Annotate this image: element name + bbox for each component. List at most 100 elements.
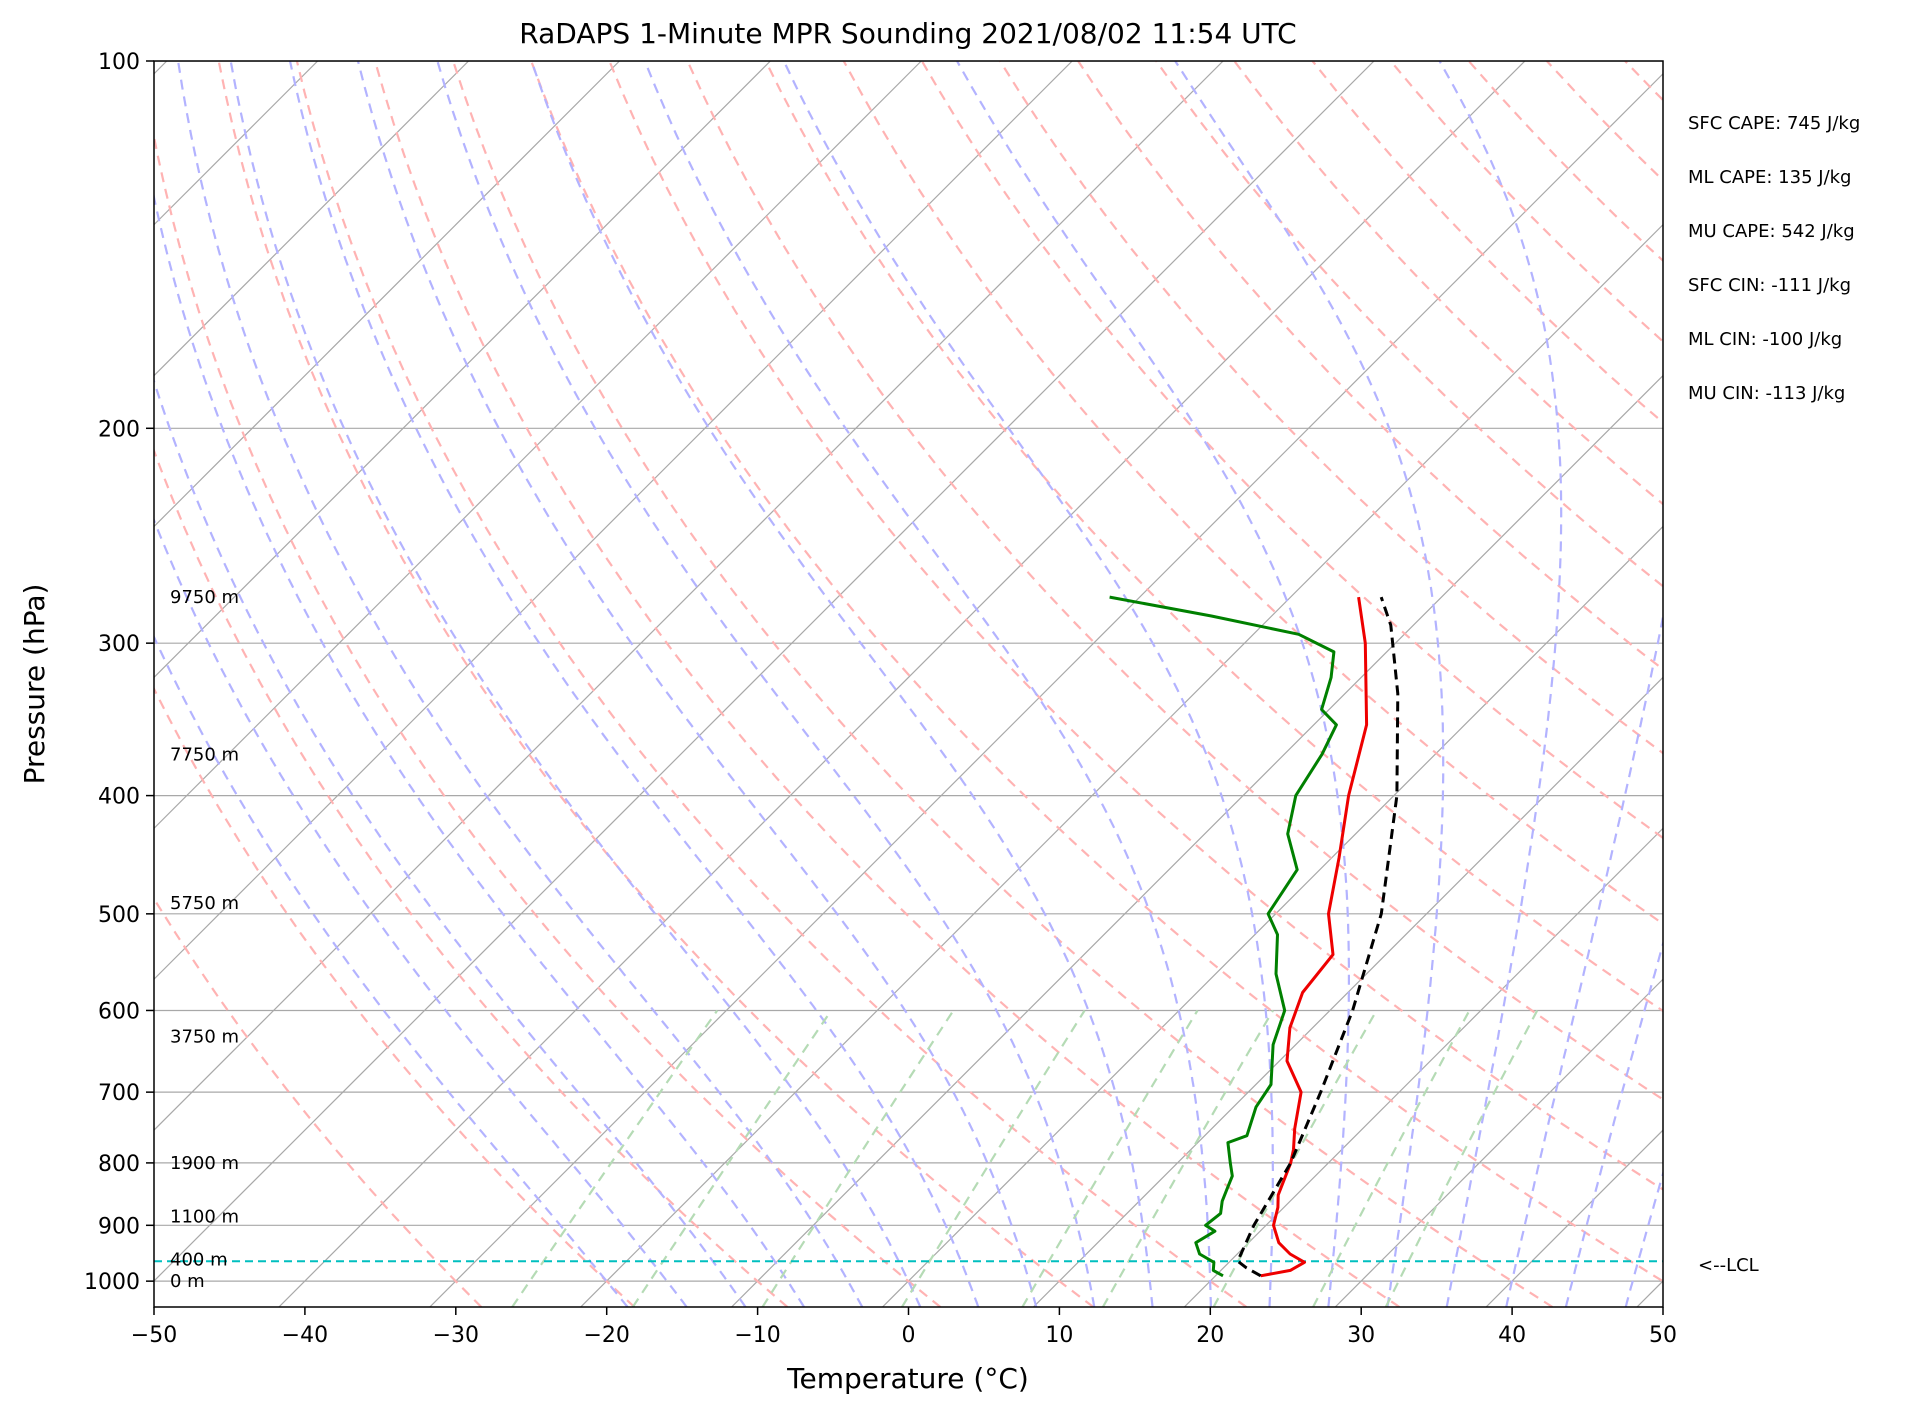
x-tick-label: 50 [1649, 1323, 1677, 1348]
chart-title: RaDAPS 1-Minute MPR Sounding 2021/08/02 … [519, 17, 1296, 50]
isotherm-line [154, 61, 1375, 1282]
isotherm-line [154, 61, 620, 528]
isotherm-line [278, 61, 1526, 1307]
height-label: 400 m [170, 1250, 228, 1271]
x-tick-label: −10 [734, 1323, 780, 1348]
moist-adiabat-line [782, 61, 1274, 1307]
y-axis-label: Pressure (hPa) [18, 584, 51, 785]
stat-text: SFC CAPE: 745 J/kg [1688, 113, 1860, 134]
moist-adiabat-line [154, 517, 688, 1307]
isotherm-line [154, 61, 1073, 981]
dry-adiabat-line [1311, 61, 1663, 424]
mixing-ratio-line [1312, 1009, 1471, 1307]
dry-adiabat-line [295, 61, 1248, 1307]
moist-adiabat-line [288, 61, 980, 1307]
moist-adiabat-line [229, 61, 922, 1307]
stat-text: MU CAPE: 542 J/kg [1688, 221, 1855, 242]
dry-adiabat-line [154, 447, 789, 1307]
dry-adiabat-line [1703, 61, 1911, 1307]
height-label: 1900 m [170, 1153, 239, 1174]
moist-adiabat-line [1564, 939, 1663, 1307]
y-tick-label: 300 [98, 632, 140, 657]
dry-adiabat-line [154, 686, 636, 1307]
moist-adiabat-line [356, 61, 1038, 1307]
y-tick-label: 500 [98, 903, 140, 928]
isotherm-line [154, 61, 1224, 1131]
dry-adiabat-line [764, 61, 1663, 1013]
stat-text: SFC CIN: -111 J/kg [1688, 275, 1851, 296]
moist-adiabat-line [1438, 61, 1563, 1307]
dry-adiabat-line [1781, 61, 1911, 1307]
stat-text: ML CAPE: 135 J/kg [1688, 167, 1851, 188]
mixing-ratio-line [511, 1009, 719, 1307]
dry-adiabat-line [154, 131, 942, 1307]
dewpoint-profile-line [1109, 595, 1338, 1278]
isotherm-line [429, 72, 1663, 1307]
x-tick-label: 0 [902, 1323, 916, 1348]
mixing-ratio-line [1212, 1009, 1378, 1307]
dry-adiabat-line [1545, 61, 1663, 182]
dry-adiabat-line [608, 61, 1663, 1191]
x-tick-label: 30 [1347, 1323, 1375, 1348]
height-label: 7750 m [170, 744, 239, 765]
isotherm-line [882, 525, 1663, 1307]
mixing-ratio-line [1384, 1009, 1539, 1307]
isotherm-line [580, 223, 1663, 1307]
isotherm-line [731, 374, 1663, 1307]
mixing-ratio-line [631, 1009, 833, 1307]
height-label: 0 m [170, 1271, 205, 1292]
stat-text: ML CIN: -100 J/kg [1688, 329, 1842, 350]
background-lines [0, 61, 1911, 1307]
data-lines [154, 595, 1663, 1278]
isotherm-line [154, 61, 771, 679]
moist-adiabat-line [154, 634, 629, 1307]
height-label: 1100 m [170, 1206, 239, 1227]
dry-adiabat-line [1624, 61, 1663, 102]
moist-adiabat-line [1624, 1169, 1663, 1307]
dry-adiabat-line [686, 61, 1663, 1101]
y-tick-label: 700 [98, 1081, 140, 1106]
dry-adiabat-line [452, 61, 1554, 1307]
temperature-profile-line [1260, 596, 1369, 1278]
y-tick-label: 200 [98, 417, 140, 442]
parcel-profile-line [1236, 596, 1400, 1278]
moist-adiabat-line [177, 61, 864, 1307]
isotherm-line [1032, 676, 1663, 1307]
dry-adiabat-line [530, 61, 1663, 1283]
dry-adiabat-line [999, 61, 1663, 755]
dry-adiabat-line [154, 896, 483, 1307]
plot-frame [153, 60, 1664, 1308]
stat-text: MU CIN: -113 J/kg [1688, 383, 1845, 404]
height-label: 9750 m [170, 587, 239, 608]
moist-adiabat-line [956, 61, 1350, 1307]
axis-ticks: −50 −40 −30 −20 −10 0 10 20 30 40 50 100 200 300 400 50… [84, 50, 1677, 1348]
dry-adiabat-line [1077, 61, 1663, 671]
x-tick-label: 20 [1196, 1323, 1224, 1348]
height-label: 5750 m [170, 893, 239, 914]
moist-adiabat-line [436, 61, 1096, 1307]
y-tick-label: 100 [98, 50, 140, 75]
x-tick-label: 10 [1045, 1323, 1073, 1348]
moist-adiabat-line [154, 192, 805, 1307]
y-tick-label: 1000 [84, 1270, 140, 1295]
dry-adiabat-line [373, 61, 1401, 1307]
isotherm-line [154, 61, 470, 377]
y-tick-label: 400 [98, 785, 140, 810]
moist-adiabat-line [154, 377, 747, 1307]
x-tick-label: −20 [583, 1323, 629, 1348]
y-tick-label: 800 [98, 1152, 140, 1177]
isotherm-line [1788, 61, 1911, 1307]
dry-adiabat-line [217, 61, 1095, 1307]
isotherm-line [154, 61, 922, 830]
x-tick-label: −50 [131, 1323, 177, 1348]
annotation-labels: 9750 m 7750 m 5750 m 3750 m 1900 m 1100 m 400 … [170, 113, 1860, 1292]
moist-adiabat-line [1174, 61, 1445, 1307]
height-label: 3750 m [170, 1026, 239, 1047]
dry-adiabat-line [1467, 61, 1663, 263]
lcl-label: <--LCL [1698, 1255, 1759, 1276]
isotherm-line [0, 61, 16, 1307]
moist-adiabat-line [530, 61, 1154, 1307]
y-tick-label: 900 [98, 1214, 140, 1239]
y-tick-label: 600 [98, 999, 140, 1024]
